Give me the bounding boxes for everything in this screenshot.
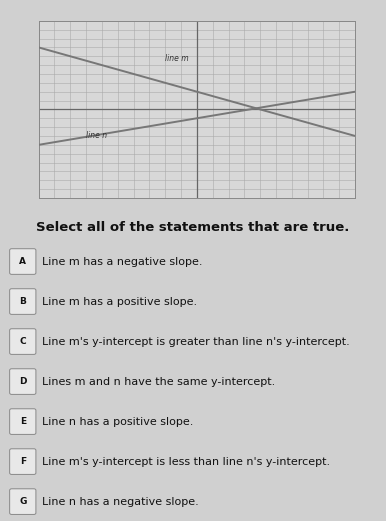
Text: B: B xyxy=(19,297,26,306)
FancyBboxPatch shape xyxy=(10,369,36,394)
Text: D: D xyxy=(19,377,27,386)
Text: Line m's y-intercept is greater than line n's y-intercept.: Line m's y-intercept is greater than lin… xyxy=(42,337,350,346)
FancyBboxPatch shape xyxy=(10,249,36,275)
Text: A: A xyxy=(19,257,26,266)
Text: Lines m and n have the same y-intercept.: Lines m and n have the same y-intercept. xyxy=(42,377,276,387)
FancyBboxPatch shape xyxy=(10,409,36,435)
FancyBboxPatch shape xyxy=(10,489,36,514)
FancyBboxPatch shape xyxy=(10,449,36,475)
Text: Line n has a positive slope.: Line n has a positive slope. xyxy=(42,417,194,427)
Text: Select all of the statements that are true.: Select all of the statements that are tr… xyxy=(36,221,350,234)
Text: Line n has a negative slope.: Line n has a negative slope. xyxy=(42,497,199,506)
Text: line m: line m xyxy=(165,54,189,63)
Text: Line m has a negative slope.: Line m has a negative slope. xyxy=(42,256,203,267)
FancyBboxPatch shape xyxy=(10,329,36,354)
Text: F: F xyxy=(20,457,26,466)
Text: E: E xyxy=(20,417,26,426)
Text: line n: line n xyxy=(86,131,107,140)
Text: Line m's y-intercept is less than line n's y-intercept.: Line m's y-intercept is less than line n… xyxy=(42,456,330,467)
Text: Line m has a positive slope.: Line m has a positive slope. xyxy=(42,296,198,306)
Text: C: C xyxy=(19,337,26,346)
FancyBboxPatch shape xyxy=(10,289,36,314)
Text: G: G xyxy=(19,497,27,506)
